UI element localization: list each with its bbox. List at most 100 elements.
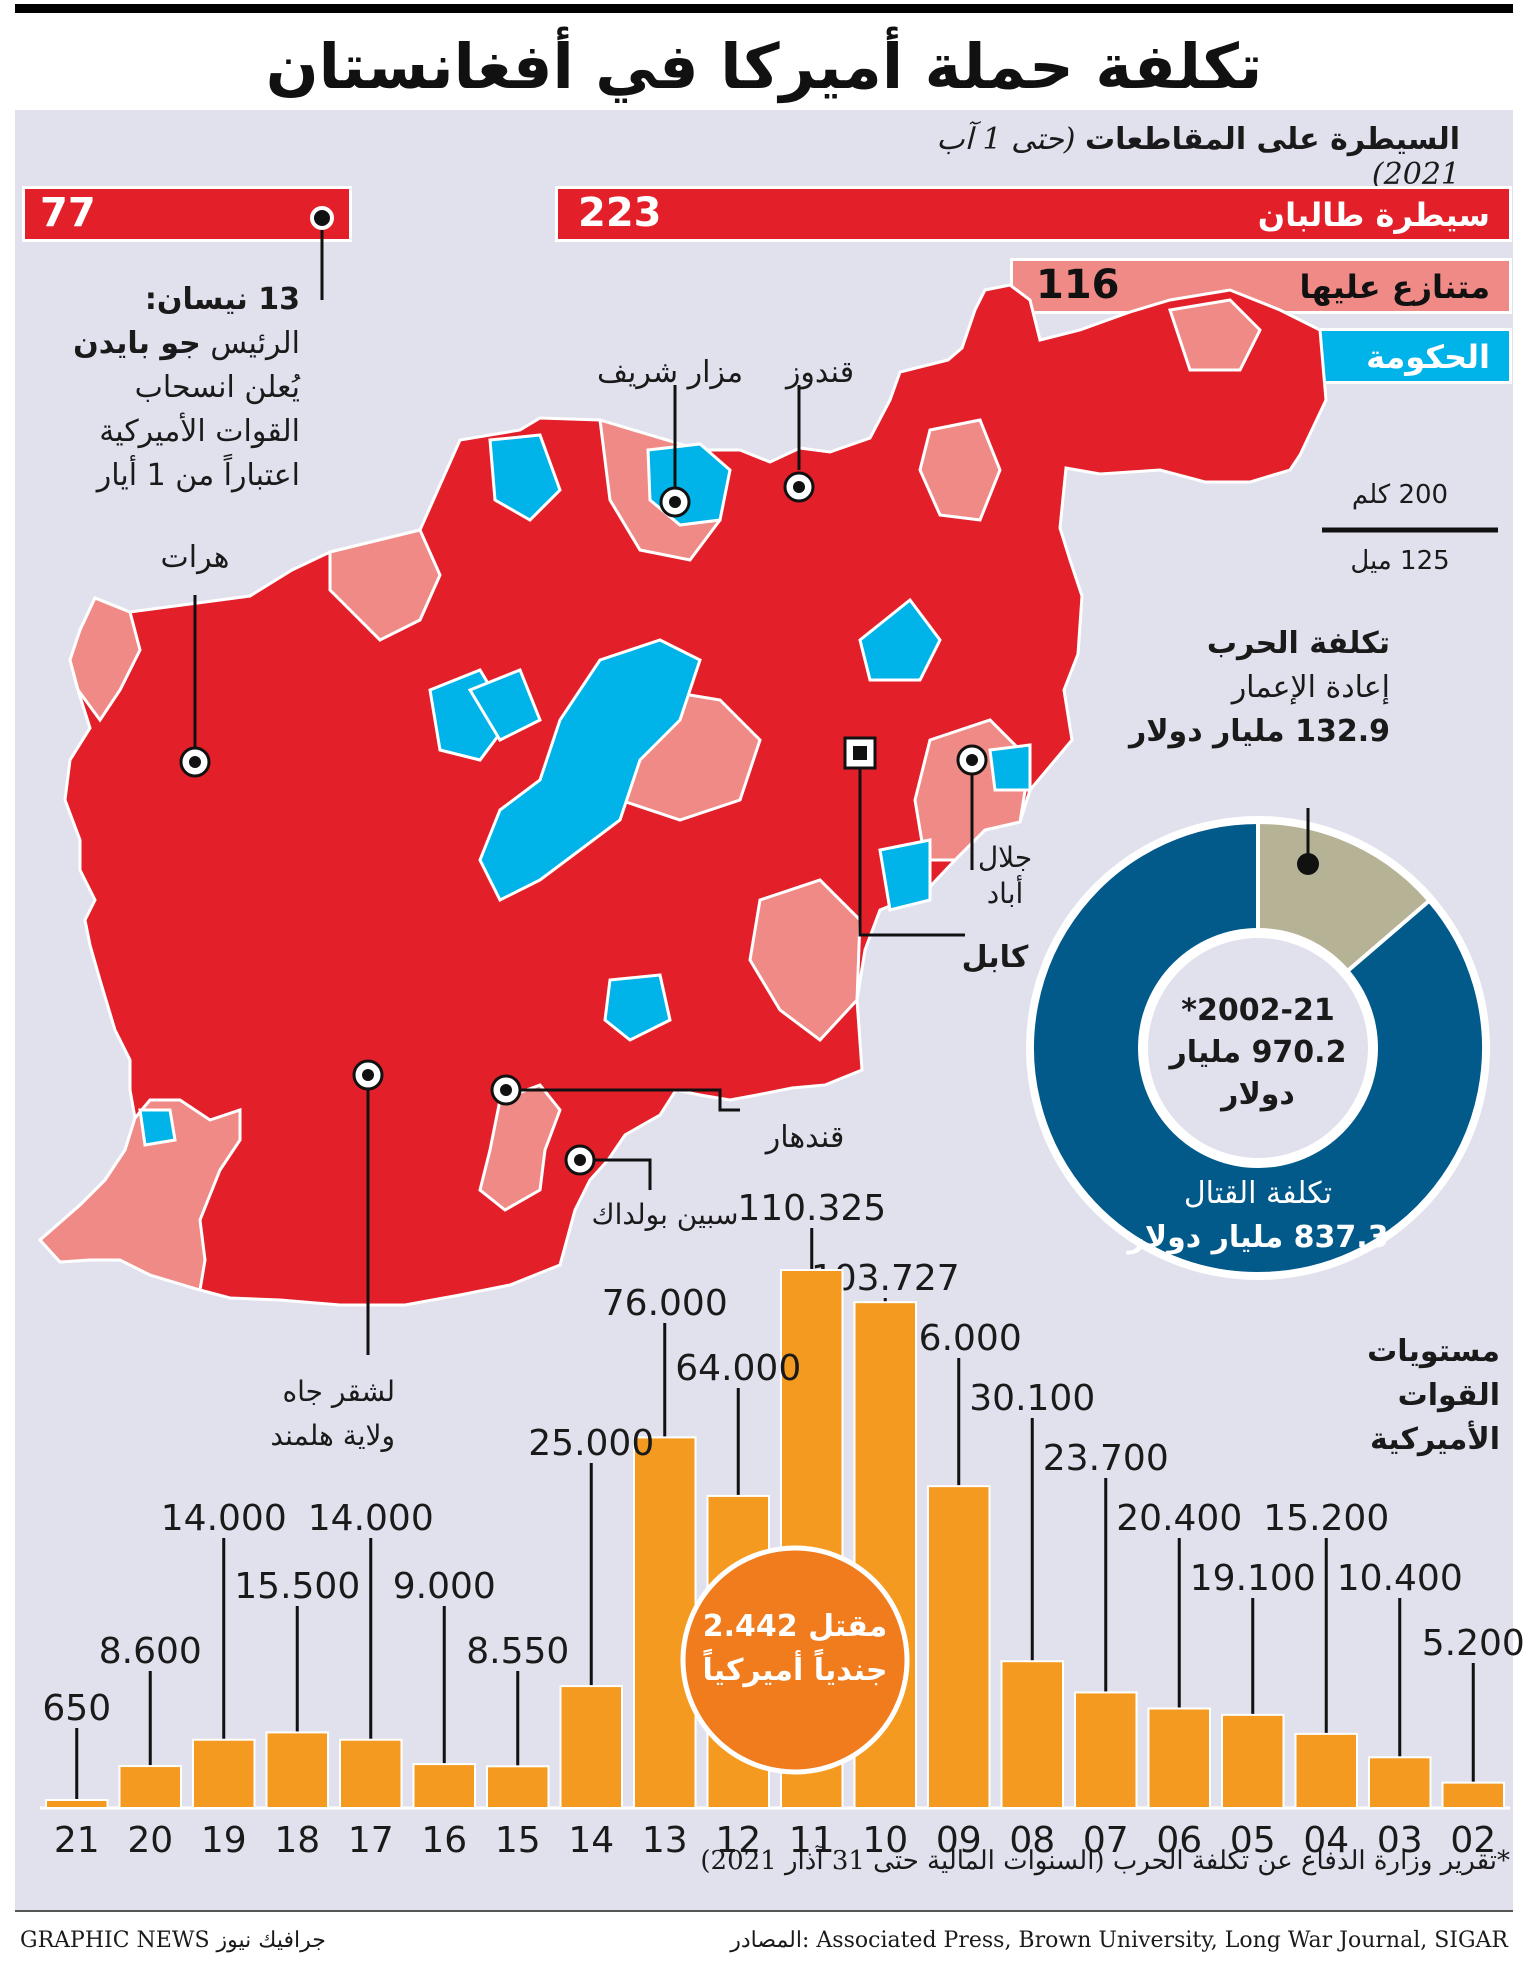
biden-note-line1: الرئيس جو بايدن (40, 322, 300, 366)
city-label-kabul: كابل (961, 940, 1029, 975)
x-tick-label-19: 19 (201, 1820, 247, 1861)
war-cost-donut (1026, 808, 1490, 1280)
city-label-lashkar-2: ولاية هلمند (270, 1419, 395, 1452)
war-cost-block: تكلفة الحرب إعادة الإعمار 132.9 مليار دو… (1080, 622, 1390, 754)
contested-zone-south (478, 1083, 562, 1212)
contested-zone-west (68, 596, 142, 723)
government-zone-north (488, 433, 562, 522)
page-title: تكلفة حملة أميركا في أفغانستان (265, 30, 1263, 103)
taliban-label: سيطرة طالبان (1257, 196, 1490, 234)
left-red-bar (22, 186, 352, 242)
casualties-text: مقتل 2.442 جندياً أميركياً (685, 1605, 905, 1693)
kandahar-leader-line (506, 1088, 740, 1112)
bar-value-label-13: 76.000 (602, 1283, 728, 1324)
biden-note: 13 نيسان: الرئيس جو بايدن يُعلن انسحاب ا… (40, 278, 300, 498)
spin-boldak-marker-dot (574, 1154, 586, 1166)
troop-bar-16 (412, 1763, 476, 1809)
biden-marker (310, 206, 334, 230)
city-label-jalalabad-1: جلال (977, 841, 1033, 874)
biden-note-line3: القوات الأميركية (99, 414, 300, 449)
donut-center-unit: دولار (1221, 1077, 1295, 1112)
bar-value-label-03: 10.400 (1337, 1558, 1463, 1599)
troop-bar-15 (486, 1765, 550, 1809)
troop-bar-09 (927, 1485, 991, 1809)
donut-center: 2002-21* 970.2 مليار دولار (1148, 990, 1368, 1116)
troop-bar-13 (633, 1436, 697, 1809)
x-tick-label-21: 21 (54, 1820, 100, 1861)
kandahar-marker-dot (500, 1084, 512, 1096)
bar-value-label-05: 19.100 (1190, 1558, 1316, 1599)
herat-marker-dot (189, 756, 201, 768)
troop-bar-20 (118, 1765, 182, 1810)
bar-value-label-08: 30.100 (969, 1378, 1095, 1419)
kunduz-marker-dot (793, 481, 805, 493)
troop-bar-17 (339, 1738, 403, 1810)
mazar-marker-dot (669, 496, 681, 508)
troop-bar-06 (1147, 1707, 1211, 1810)
bar-value-label-20: 8.600 (99, 1631, 202, 1672)
jalalabad-marker-dot (966, 754, 978, 766)
city-label-lashkar: لشقر جاه ولاية هلمند (210, 1370, 395, 1458)
x-tick-label-02: 02 (1450, 1820, 1496, 1861)
x-tick-label-17: 17 (348, 1820, 394, 1861)
contested-label: متنازع عليها (1299, 268, 1491, 306)
government-zone-northwest (467, 668, 542, 742)
bar-value-label-17: 14.000 (308, 1498, 434, 1539)
troop-bar-07 (1074, 1691, 1138, 1809)
biden-note-line2: يُعلن انسحاب (134, 370, 300, 405)
x-tick-label-08: 08 (1009, 1820, 1055, 1861)
contested-zone-far-northeast (1168, 298, 1262, 372)
bar-value-label-21: 650 (42, 1688, 111, 1729)
bar-value-label-18: 15.500 (234, 1566, 360, 1607)
top-rule (15, 4, 1513, 13)
x-tick-label-20: 20 (127, 1820, 173, 1861)
x-tick-label-05: 05 (1230, 1820, 1276, 1861)
biden-note-name: جو بايدن (73, 326, 201, 361)
government-zone-jalalabad (988, 743, 1032, 792)
government-zone-south (603, 973, 672, 1042)
x-tick-label-18: 18 (274, 1820, 320, 1861)
bar-value-label-12: 64.000 (675, 1348, 801, 1389)
city-label-jalalabad-2: أباد (986, 877, 1024, 910)
contested-zone-northeast (918, 418, 1002, 522)
x-tick-label-07: 07 (1083, 1820, 1129, 1861)
city-label-lashkar-1: لشقر جاه (282, 1375, 395, 1408)
donut-center-years: 2002-21* (1181, 993, 1335, 1028)
troop-bar-18 (265, 1731, 329, 1809)
contested-value: 116 (1036, 262, 1120, 308)
x-tick-label-04: 04 (1303, 1820, 1349, 1861)
casualties-line2: جندياً أميركياً (702, 1653, 888, 1688)
contested-zone-southwest (37, 1098, 242, 1292)
troop-bar-19 (192, 1738, 256, 1810)
x-tick-label-06: 06 (1156, 1820, 1202, 1861)
city-label-kandahar: قندهار (765, 1120, 845, 1155)
x-tick-label-11: 11 (789, 1820, 835, 1861)
bar-value-label-15: 8.550 (466, 1631, 569, 1672)
city-label-herat: هرات (160, 540, 230, 575)
spin-boldak-leader-line (580, 1158, 652, 1190)
government-zone-far-south (138, 1108, 177, 1147)
bar-value-label-04: 15.200 (1263, 1498, 1389, 1539)
troop-bar-04 (1294, 1732, 1358, 1810)
x-tick-label-16: 16 (421, 1820, 467, 1861)
troop-bar-05 (1221, 1713, 1285, 1810)
city-label-jalalabad: جلال أباد (975, 840, 1035, 912)
contested-zone-northwest (328, 528, 442, 642)
city-label-spin-boldak: سبين بولداك (591, 1198, 739, 1231)
city-label-mazar: مزار شريف (596, 355, 744, 390)
government-label: الحكومة (1366, 338, 1490, 376)
control-heading: السيطرة على المقاطعات (حتى 1 آب 2021) (860, 122, 1460, 192)
troop-bar-08 (1000, 1660, 1064, 1809)
kabul-leader-line (858, 755, 965, 937)
contested-zone-southeast (748, 878, 862, 1043)
taliban-bar (555, 186, 1512, 242)
bar-value-label-16: 9.000 (393, 1566, 496, 1607)
map-body (37, 283, 1328, 1307)
footer-rule (15, 1910, 1513, 1912)
bar-value-label-07: 23.700 (1043, 1438, 1169, 1479)
bar-value-label-14: 25.000 (528, 1423, 654, 1464)
biden-note-prefix: الرئيس (210, 326, 300, 361)
bar-value-label-02: 5.200 (1422, 1623, 1525, 1664)
donut-center-value: 970.2 مليار (1169, 1035, 1347, 1070)
